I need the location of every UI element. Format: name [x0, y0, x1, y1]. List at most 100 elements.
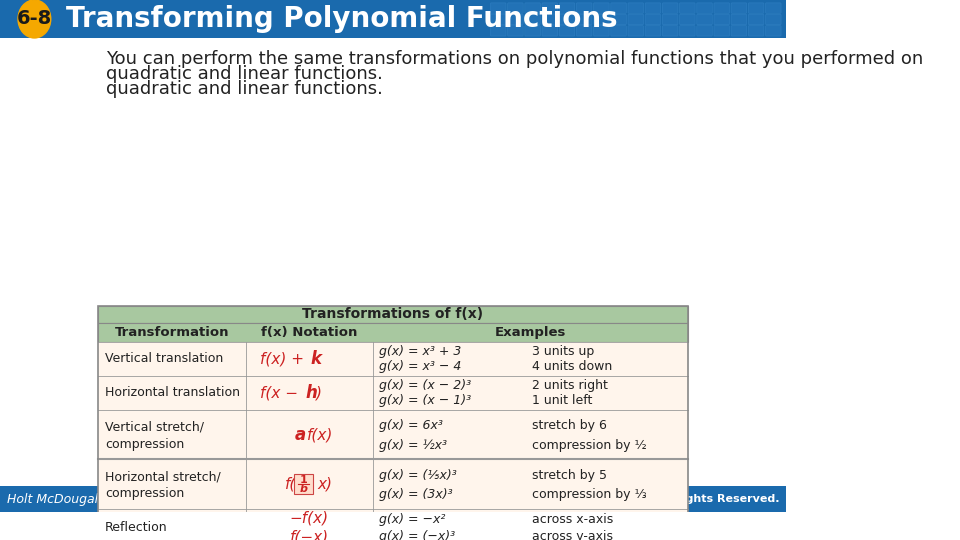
FancyBboxPatch shape [697, 14, 712, 25]
FancyBboxPatch shape [662, 25, 678, 36]
Text: Examples: Examples [494, 326, 565, 339]
FancyBboxPatch shape [294, 474, 313, 495]
FancyBboxPatch shape [525, 14, 540, 25]
FancyBboxPatch shape [749, 25, 764, 36]
FancyBboxPatch shape [542, 3, 558, 14]
Text: k: k [311, 350, 322, 368]
FancyBboxPatch shape [593, 14, 610, 25]
FancyBboxPatch shape [628, 3, 643, 14]
Text: Transforming Polynomial Functions: Transforming Polynomial Functions [65, 5, 617, 33]
FancyBboxPatch shape [98, 342, 687, 376]
Text: g(x) = (x − 1)³: g(x) = (x − 1)³ [379, 394, 471, 407]
FancyBboxPatch shape [542, 14, 558, 25]
FancyBboxPatch shape [732, 3, 747, 14]
Text: compression: compression [105, 438, 184, 451]
Text: −f(x): −f(x) [290, 511, 328, 525]
FancyBboxPatch shape [765, 3, 781, 14]
FancyBboxPatch shape [680, 25, 695, 36]
FancyBboxPatch shape [680, 14, 695, 25]
Text: g(x) = (3x)³: g(x) = (3x)³ [379, 488, 453, 501]
Text: f(: f( [285, 476, 297, 491]
Text: Vertical translation: Vertical translation [105, 352, 223, 365]
Text: g(x) = (x − 2)³: g(x) = (x − 2)³ [379, 379, 471, 392]
FancyBboxPatch shape [98, 509, 687, 540]
FancyBboxPatch shape [628, 25, 643, 36]
FancyBboxPatch shape [611, 3, 626, 14]
FancyBboxPatch shape [749, 14, 764, 25]
FancyBboxPatch shape [628, 14, 643, 25]
FancyBboxPatch shape [98, 306, 687, 323]
FancyBboxPatch shape [749, 3, 764, 14]
FancyBboxPatch shape [508, 14, 523, 25]
FancyBboxPatch shape [98, 323, 687, 342]
FancyBboxPatch shape [697, 3, 712, 14]
Text: Vertical stretch/: Vertical stretch/ [105, 421, 204, 434]
FancyBboxPatch shape [491, 25, 506, 36]
FancyBboxPatch shape [662, 3, 678, 14]
Text: Horizontal stretch/: Horizontal stretch/ [105, 470, 221, 483]
Text: compression: compression [105, 488, 184, 501]
FancyBboxPatch shape [593, 25, 610, 36]
Text: g(x) = (−x)³: g(x) = (−x)³ [379, 530, 455, 540]
Text: g(x) = (⅕x)³: g(x) = (⅕x)³ [379, 469, 457, 482]
Text: f(x) +: f(x) + [260, 351, 309, 366]
FancyBboxPatch shape [525, 25, 540, 36]
FancyBboxPatch shape [662, 14, 678, 25]
Text: g(x) = x³ + 3: g(x) = x³ + 3 [379, 345, 462, 357]
FancyBboxPatch shape [593, 3, 610, 14]
FancyBboxPatch shape [645, 25, 660, 36]
FancyBboxPatch shape [560, 3, 575, 14]
FancyBboxPatch shape [732, 14, 747, 25]
Text: Transformation: Transformation [114, 326, 229, 339]
FancyBboxPatch shape [98, 410, 687, 460]
FancyBboxPatch shape [645, 14, 660, 25]
FancyBboxPatch shape [765, 25, 781, 36]
FancyBboxPatch shape [560, 14, 575, 25]
Text: quadratic and linear functions.: quadratic and linear functions. [107, 80, 383, 98]
FancyBboxPatch shape [714, 14, 730, 25]
Text: g(x) = 6x³: g(x) = 6x³ [379, 419, 443, 433]
FancyBboxPatch shape [0, 0, 786, 38]
Text: f(x −: f(x − [259, 386, 302, 400]
Text: f(x): f(x) [307, 427, 334, 442]
Text: f(x) Notation: f(x) Notation [261, 326, 357, 339]
Text: Holt McDougal Algebra 2: Holt McDougal Algebra 2 [7, 492, 162, 505]
Text: stretch by 5: stretch by 5 [532, 469, 607, 482]
FancyBboxPatch shape [560, 25, 575, 36]
FancyBboxPatch shape [0, 486, 786, 512]
FancyBboxPatch shape [491, 3, 506, 14]
Text: compression by ½: compression by ½ [532, 439, 647, 452]
FancyBboxPatch shape [645, 3, 660, 14]
Text: f(−x): f(−x) [290, 530, 328, 540]
FancyBboxPatch shape [542, 25, 558, 36]
Text: g(x) = x³ − 4: g(x) = x³ − 4 [379, 360, 462, 373]
Text: ): ) [316, 386, 322, 400]
Text: 2 units right: 2 units right [532, 379, 608, 392]
Text: g(x) = ½x³: g(x) = ½x³ [379, 439, 447, 452]
Text: You can perform the same transformations on polynomial functions that you perfor: You can perform the same transformations… [107, 50, 924, 68]
Text: h: h [306, 384, 318, 402]
FancyBboxPatch shape [98, 376, 687, 410]
FancyBboxPatch shape [697, 25, 712, 36]
FancyBboxPatch shape [576, 3, 592, 14]
Text: across x-axis: across x-axis [532, 513, 613, 526]
Text: b: b [300, 484, 307, 494]
FancyBboxPatch shape [714, 3, 730, 14]
Circle shape [18, 0, 51, 38]
FancyBboxPatch shape [576, 25, 592, 36]
Text: g(x) = −x²: g(x) = −x² [379, 513, 445, 526]
FancyBboxPatch shape [611, 14, 626, 25]
Text: quadratic and linear functions.: quadratic and linear functions. [107, 65, 383, 83]
Text: compression by ⅓: compression by ⅓ [532, 488, 647, 501]
Text: stretch by 6: stretch by 6 [532, 419, 607, 433]
FancyBboxPatch shape [765, 14, 781, 25]
FancyBboxPatch shape [732, 25, 747, 36]
FancyBboxPatch shape [491, 14, 506, 25]
Text: Horizontal translation: Horizontal translation [105, 387, 240, 400]
Text: 1: 1 [300, 475, 307, 485]
FancyBboxPatch shape [714, 25, 730, 36]
Text: a: a [295, 426, 306, 444]
FancyBboxPatch shape [525, 3, 540, 14]
FancyBboxPatch shape [576, 14, 592, 25]
Text: 3 units up: 3 units up [532, 345, 594, 357]
